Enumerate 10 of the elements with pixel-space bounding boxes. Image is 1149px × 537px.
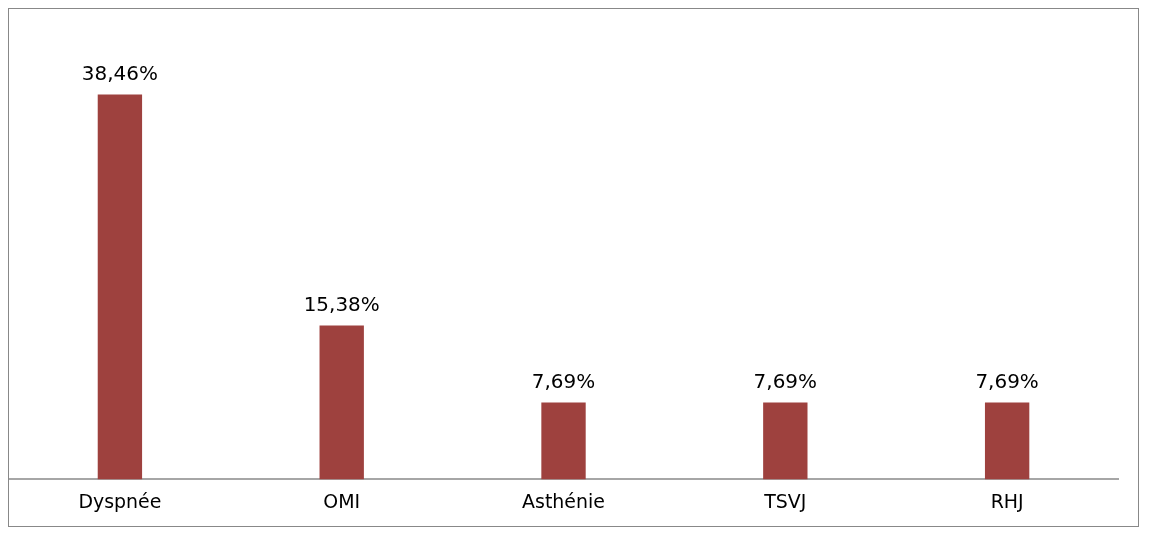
data-label: 7,69% <box>753 368 818 393</box>
data-label: 7,69% <box>531 368 596 393</box>
x-tick-label: TSVJ <box>763 489 807 512</box>
x-tick-label: RHJ <box>990 489 1024 512</box>
data-label: 38,46% <box>81 60 158 85</box>
x-tick-label: Asthénie <box>522 489 605 512</box>
data-label: 7,69% <box>975 368 1039 393</box>
x-tick-label: OMI <box>323 489 361 512</box>
data-label: 15,38% <box>303 291 380 316</box>
x-tick-label: Dyspnée <box>78 489 162 512</box>
